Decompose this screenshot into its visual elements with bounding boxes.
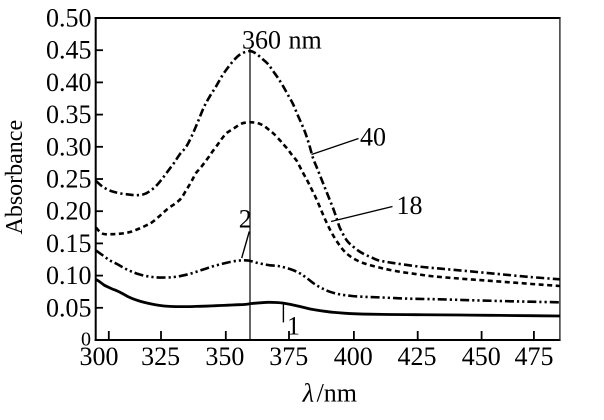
svg-text:40: 40 xyxy=(360,123,386,152)
svg-text:0.50: 0.50 xyxy=(46,4,92,33)
svg-text:0.40: 0.40 xyxy=(46,68,92,97)
svg-text:18: 18 xyxy=(397,191,423,220)
svg-text:325: 325 xyxy=(141,342,180,371)
svg-text:1: 1 xyxy=(287,311,300,340)
svg-text:0.20: 0.20 xyxy=(46,197,92,226)
svg-text:300: 300 xyxy=(80,342,119,371)
svg-text:425: 425 xyxy=(398,342,437,371)
svg-text:0.25: 0.25 xyxy=(46,165,92,194)
svg-text:375: 375 xyxy=(269,342,308,371)
svg-text:0.35: 0.35 xyxy=(46,100,92,129)
svg-text:0.30: 0.30 xyxy=(46,132,92,161)
svg-text:0.45: 0.45 xyxy=(46,36,92,65)
svg-text:400: 400 xyxy=(334,342,373,371)
svg-text:0: 0 xyxy=(81,329,91,351)
svg-text:2: 2 xyxy=(239,204,252,233)
svg-text:λ/nm: λ/nm xyxy=(302,379,357,408)
svg-text:0.05: 0.05 xyxy=(46,293,92,322)
svg-text:nm: nm xyxy=(289,26,322,55)
svg-text:0.15: 0.15 xyxy=(46,229,92,258)
svg-text:Absorbance: Absorbance xyxy=(2,120,28,235)
svg-text:360: 360 xyxy=(242,26,281,55)
svg-text:350: 350 xyxy=(205,342,244,371)
svg-text:0.10: 0.10 xyxy=(46,261,92,290)
svg-text:450: 450 xyxy=(462,342,501,371)
svg-text:475: 475 xyxy=(515,342,554,371)
